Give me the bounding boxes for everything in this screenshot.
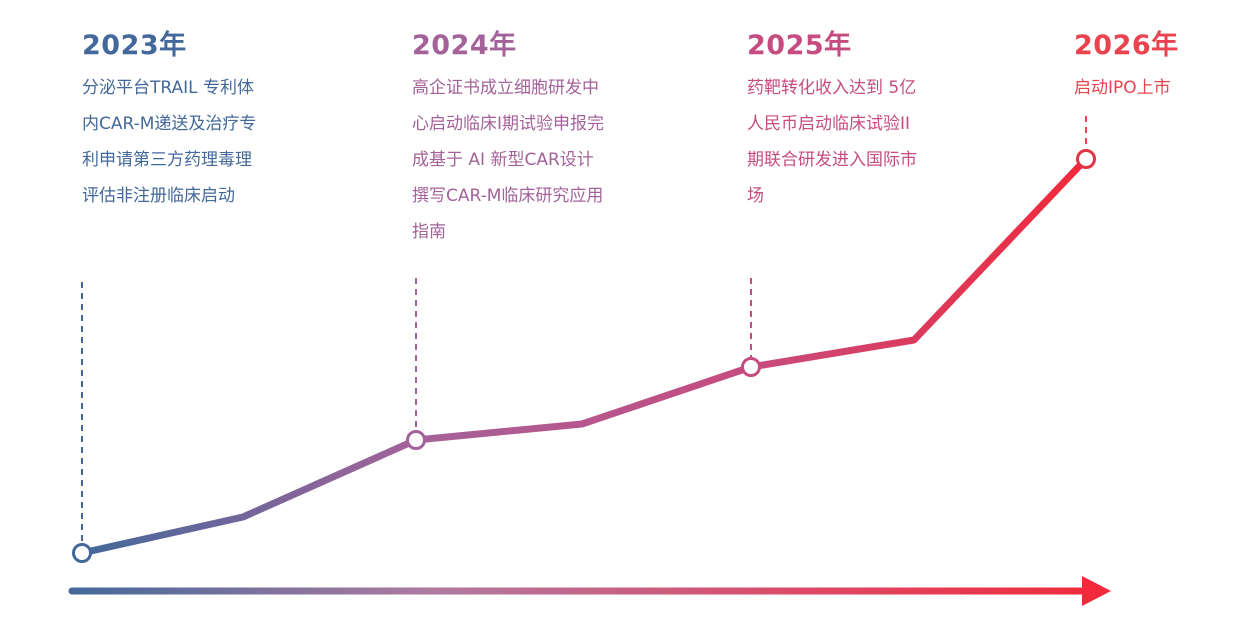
milestone-desc-line: 启动IPO上市 [1074, 78, 1171, 98]
growth-line [78, 155, 1090, 557]
milestone-desc-line: 药靶转化收入达到 5亿 [747, 78, 917, 98]
milestone-year: 2026年 [1074, 30, 1179, 61]
milestone-desc-line: 心启动临床I期试验申报完 [412, 114, 605, 134]
milestone-desc-line: 利申请第三方药理毒理 [82, 150, 252, 170]
milestone-year: 2025年 [747, 30, 852, 61]
node-2025 [741, 357, 761, 377]
node-2026 [1076, 149, 1096, 169]
node-2024 [406, 430, 426, 450]
milestone-desc-line: 成基于 AI 新型CAR设计 [412, 150, 594, 170]
milestone-desc-line: 内CAR-M递送及治疗专 [82, 114, 257, 134]
milestone-year: 2023年 [82, 30, 187, 61]
milestone-desc-line: 场 [747, 186, 764, 206]
node-2023 [72, 543, 92, 563]
milestone-2023: 2023年 分泌平台TRAIL 专利体 内CAR-M递送及治疗专 利申请第三方药… [82, 30, 256, 214]
milestone-desc-line: 指南 [412, 222, 446, 242]
milestone-desc-line: 人民币启动临床试验II [747, 114, 911, 134]
milestone-desc-line: 评估非注册临床启动 [82, 186, 235, 206]
milestone-year: 2024年 [412, 30, 517, 61]
milestone-2025: 2025年 药靶转化收入达到 5亿 人民币启动临床试验II 期联合研发进入国际市… [747, 30, 917, 214]
milestone-desc-line: 期联合研发进入国际市 [747, 150, 917, 170]
time-axis-arrow-head [1082, 576, 1111, 606]
milestone-desc-line: 分泌平台TRAIL 专利体 [82, 78, 255, 98]
milestone-2026: 2026年 启动IPO上市 [1074, 30, 1179, 106]
milestone-desc-line: 高企证书成立细胞研发中 [412, 78, 599, 98]
milestone-2024: 2024年 高企证书成立细胞研发中 心启动临床I期试验申报完 成基于 AI 新型… [412, 30, 604, 250]
milestone-desc-line: 撰写CAR-M临床研究应用 [412, 186, 604, 206]
